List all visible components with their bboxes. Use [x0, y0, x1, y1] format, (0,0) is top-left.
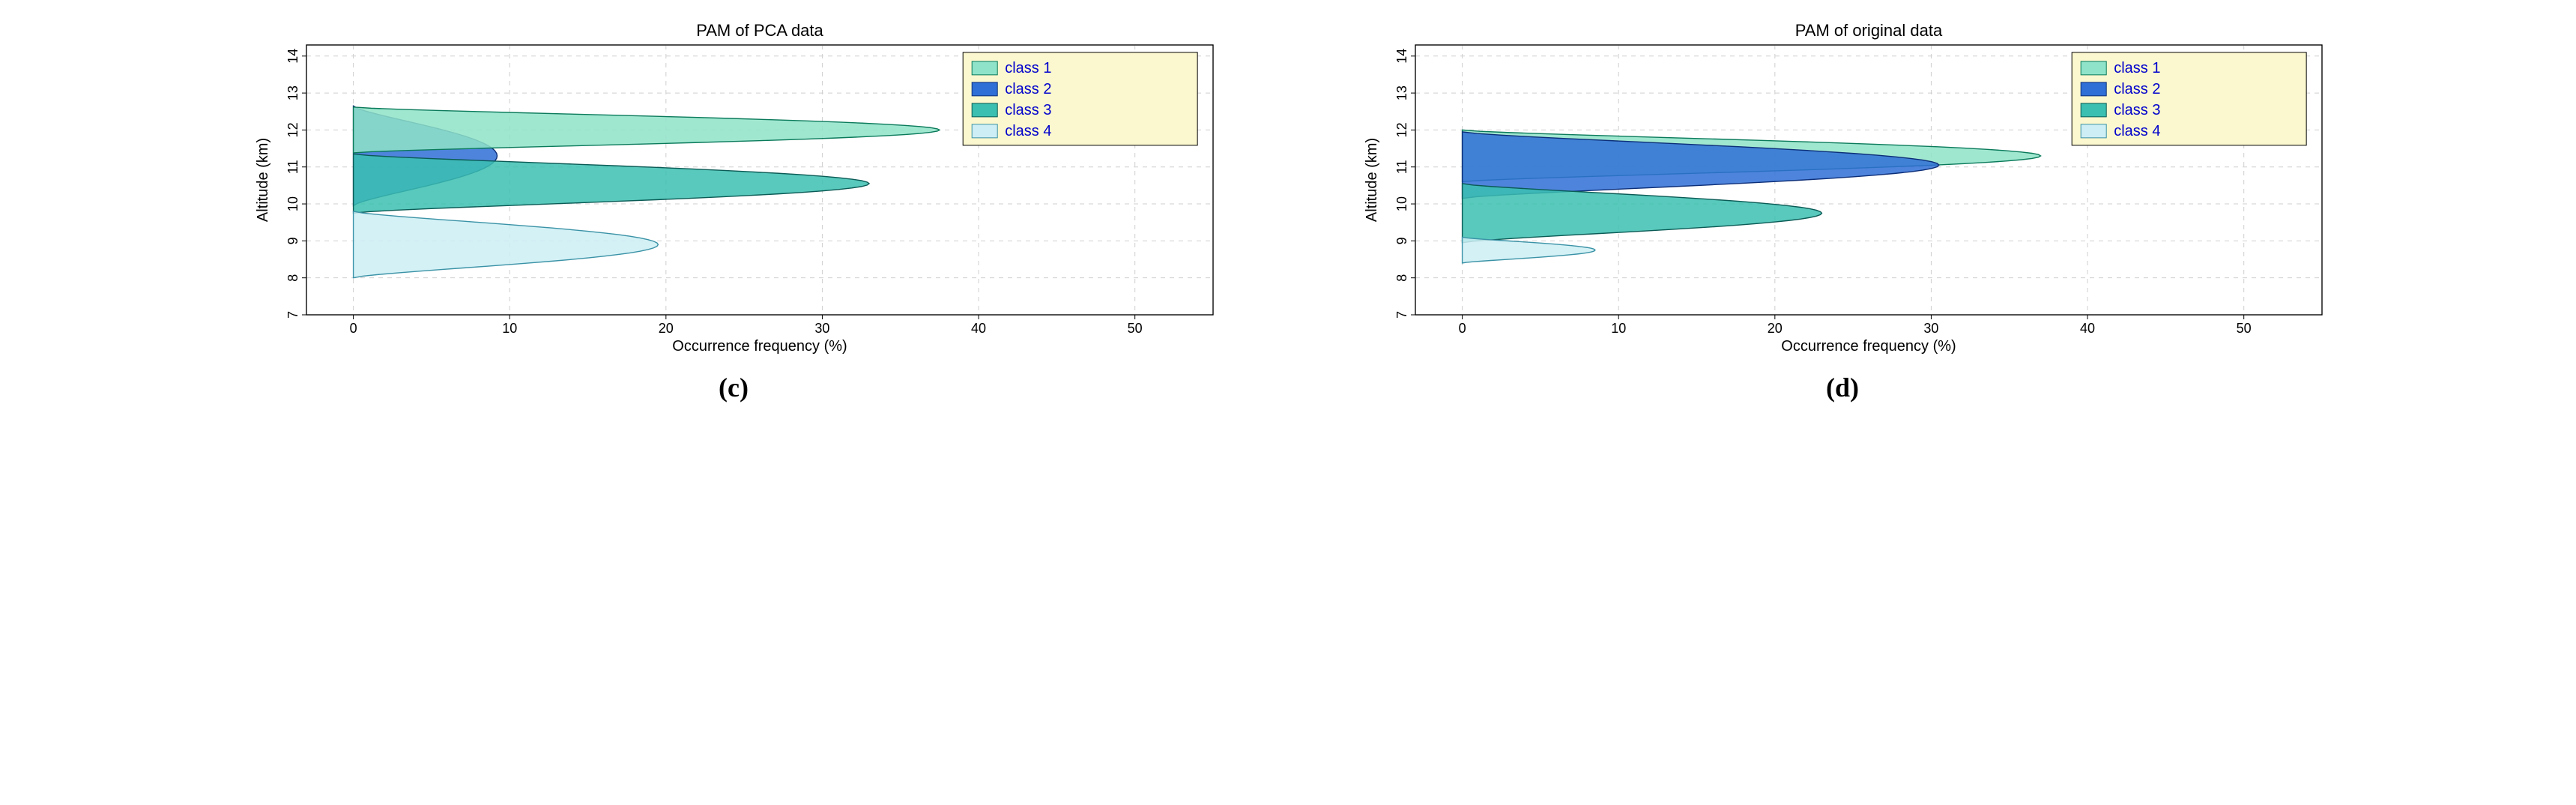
y-tick-label: 12 — [1394, 122, 1409, 137]
x-tick-label: 50 — [1128, 321, 1143, 336]
y-tick-label: 11 — [1394, 160, 1409, 174]
x-tick-label: 20 — [1768, 321, 1783, 336]
y-tick-label: 7 — [1394, 311, 1409, 319]
y-tick-label: 14 — [285, 49, 300, 64]
panel-sublabel: (d) — [1826, 372, 1859, 403]
legend: class 1 class 2 class 3 class 4 — [963, 52, 1197, 145]
y-tick-label: 13 — [1394, 85, 1409, 100]
chart-svg: 0 10 20 30 40 50 7 8 9 10 11 12 13 14 Occurrence frequ… — [239, 15, 1228, 367]
y-tick-label: 14 — [1394, 49, 1409, 64]
legend-label: class 1 — [2114, 60, 2160, 76]
legend-label: class 4 — [2114, 123, 2160, 139]
y-tick-label: 13 — [285, 85, 300, 100]
y-tick-label: 10 — [1394, 196, 1409, 211]
x-tick-label: 20 — [659, 321, 674, 336]
y-tick-label: 10 — [285, 196, 300, 211]
legend-swatch — [2081, 103, 2106, 117]
legend-label: class 3 — [1005, 102, 1051, 118]
legend-swatch — [972, 61, 997, 75]
x-axis-label: Occurrence frequency (%) — [672, 338, 847, 355]
chart-panel-d: 0 10 20 30 40 50 7 8 9 10 11 12 13 14 Occurrence frequ… — [1348, 15, 2337, 403]
legend: class 1 class 2 class 3 class 4 — [2072, 52, 2306, 145]
legend-label: class 4 — [1005, 123, 1051, 139]
y-tick-label: 12 — [285, 122, 300, 137]
legend-swatch — [2081, 61, 2106, 75]
chart-svg: 0 10 20 30 40 50 7 8 9 10 11 12 13 14 Occurrence frequ… — [1348, 15, 2337, 367]
legend-label: class 2 — [1005, 81, 1051, 97]
legend-swatch — [972, 103, 997, 117]
x-tick-label: 50 — [2237, 321, 2252, 336]
x-tick-label: 0 — [350, 321, 357, 336]
x-tick-label: 10 — [1611, 321, 1626, 336]
x-axis-label: Occurrence frequency (%) — [1781, 338, 1956, 355]
legend-swatch — [972, 124, 997, 138]
chart-title: PAM of original data — [1795, 21, 1943, 40]
y-tick-label: 8 — [1394, 274, 1409, 282]
y-tick-label: 8 — [285, 274, 300, 282]
legend-swatch — [2081, 82, 2106, 96]
legend-label: class 3 — [2114, 102, 2160, 118]
y-tick-label: 9 — [285, 237, 300, 244]
x-tick-label: 30 — [814, 321, 829, 336]
y-tick-label: 7 — [285, 311, 300, 319]
x-tick-label: 10 — [502, 321, 517, 336]
legend-swatch — [2081, 124, 2106, 138]
x-tick-label: 40 — [2080, 321, 2095, 336]
y-tick-label: 9 — [1394, 237, 1409, 244]
x-tick-label: 30 — [1923, 321, 1938, 336]
y-axis-label: Altitude (km) — [255, 138, 271, 222]
x-tick-label: 0 — [1459, 321, 1466, 336]
legend-label: class 1 — [1005, 60, 1051, 76]
panel-sublabel: (c) — [719, 372, 749, 403]
x-tick-label: 40 — [971, 321, 986, 336]
legend-swatch — [972, 82, 997, 96]
chart-title: PAM of PCA data — [696, 21, 823, 40]
y-tick-label: 11 — [285, 160, 300, 174]
legend-label: class 2 — [2114, 81, 2160, 97]
y-axis-label: Altitude (km) — [1364, 138, 1380, 222]
chart-panel-c: 0 10 20 30 40 50 7 8 9 10 11 12 13 14 Occurrence frequ… — [239, 15, 1228, 403]
